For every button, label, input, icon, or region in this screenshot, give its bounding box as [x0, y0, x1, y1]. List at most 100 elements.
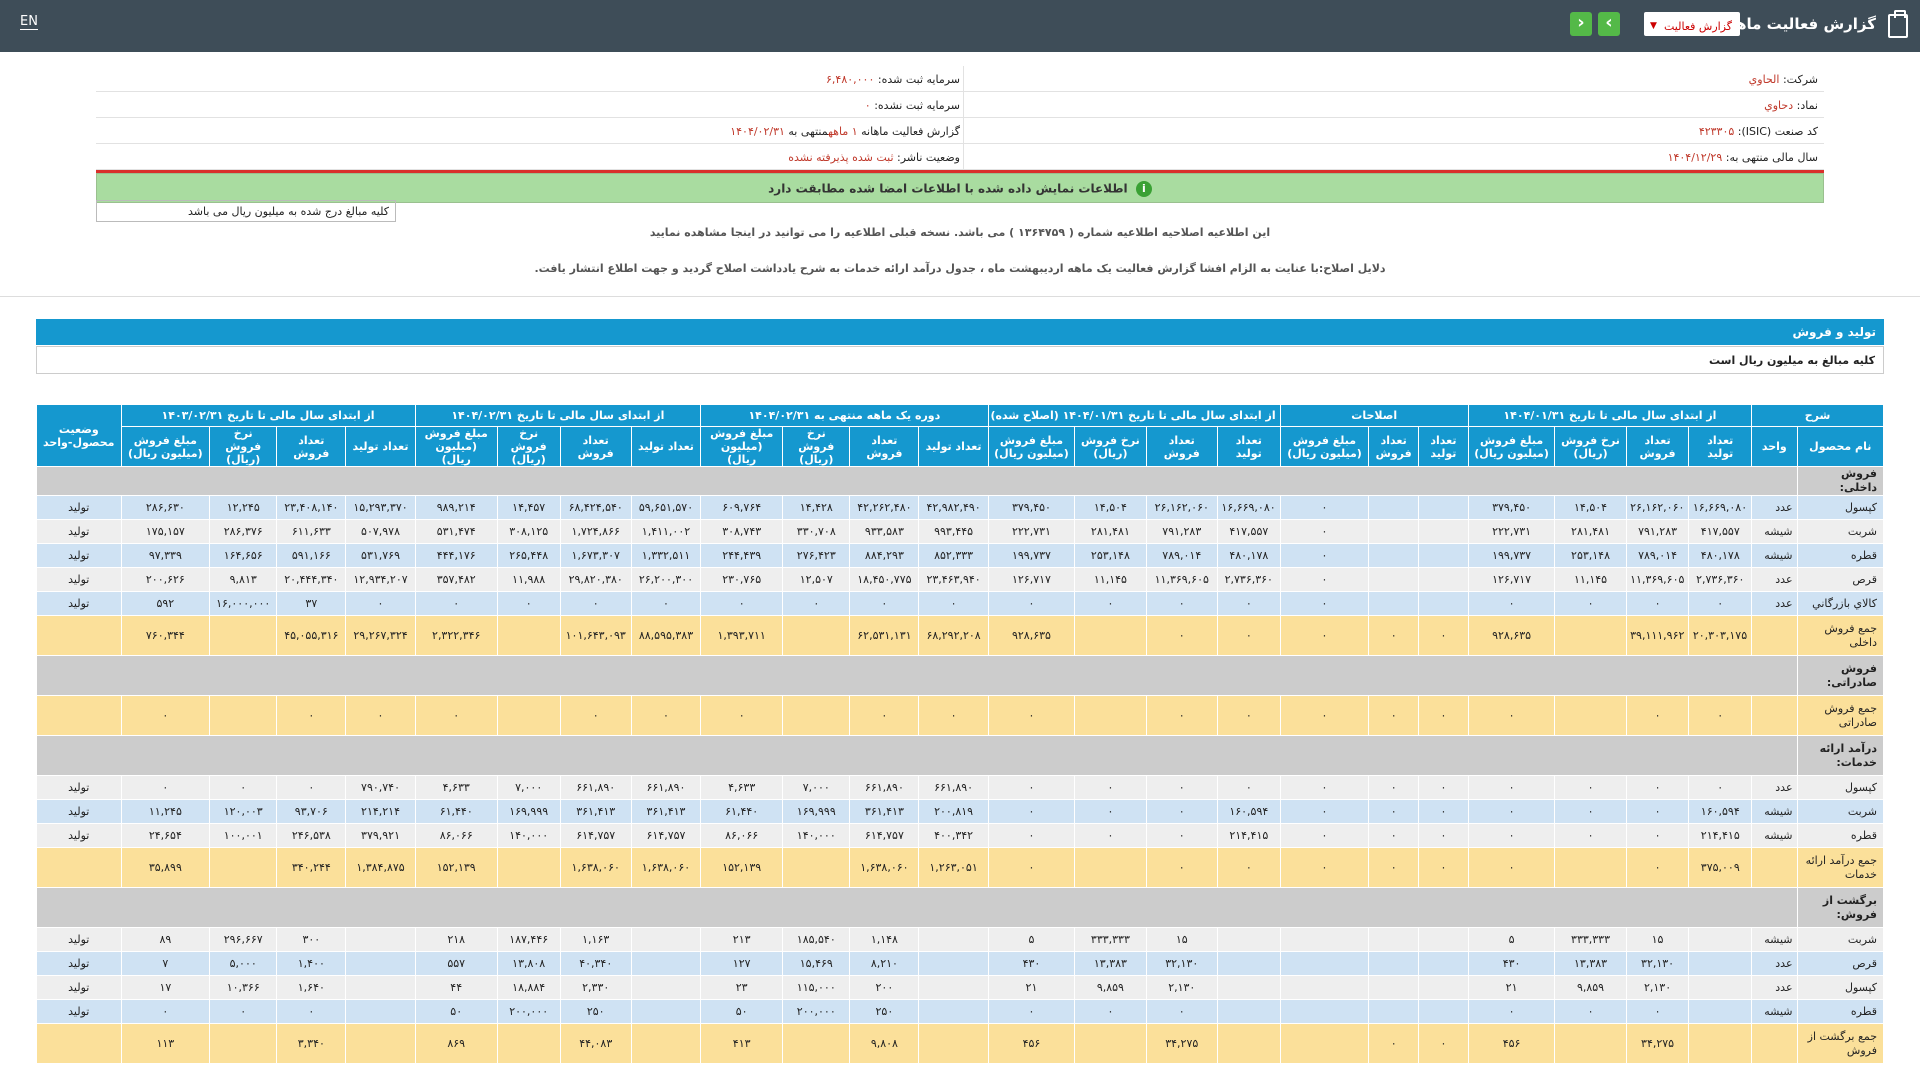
column-header: مبلغ فروش (میلیون ریال): [700, 426, 784, 467]
table-cell: ۱۸۷,۴۴۶: [496, 927, 561, 952]
table-cell: ۳۴,۲۷۵: [1625, 1023, 1690, 1064]
group-header: شرح: [1751, 404, 1884, 427]
table-cell: ۰: [345, 591, 416, 616]
table-cell: [1418, 519, 1469, 544]
publisher-status-field: وضعیت ناشر: ثبت شده پذیرفته نشده: [788, 151, 960, 164]
group-header: از ابتدای سال مالی تا تاریخ ۱۴۰۳/۰۲/۳۱: [120, 404, 416, 427]
table-cell: ۵: [1467, 927, 1556, 952]
info-icon: i: [1135, 181, 1152, 197]
report-type-label: گزارش فعالیت: [1664, 19, 1732, 33]
table-cell: ۶۶۱,۸۹۰: [559, 775, 632, 800]
table-cell: ۱۸,۴۵۰,۷۷۵: [849, 567, 920, 592]
table-cell: ۰: [276, 695, 347, 736]
table-cell: تولید: [36, 591, 122, 616]
table-cell: ۰: [1279, 519, 1370, 544]
table-cell: ۱۶,۶۶۹,۰۸۰: [1216, 495, 1281, 520]
table-cell: [1418, 567, 1469, 592]
table-cell: [1688, 999, 1753, 1024]
table-cell: ۵۳۱,۴۷۴: [414, 519, 498, 544]
table-cell: [1216, 999, 1281, 1024]
isic-field: کد صنعت (ISIC): ۴۲۳۳۰۵: [1698, 125, 1818, 138]
product-name: قطره: [1796, 823, 1884, 848]
table-cell: [918, 999, 989, 1024]
table-cell: [630, 927, 702, 952]
table-cell: ۱۷: [120, 975, 211, 1000]
table-cell: [1216, 975, 1281, 1000]
table-cell: ۱۵۲,۱۳۹: [700, 847, 784, 888]
table-cell: ۶۰۹,۷۶۴: [700, 495, 784, 520]
report-type-select[interactable]: گزارش فعالیت ▼: [1644, 12, 1740, 36]
table-cell: ۰: [1368, 799, 1420, 824]
table-cell: ۲۶,۱۶۲,۰۶۰: [1145, 495, 1218, 520]
table-cell: ۰: [849, 695, 920, 736]
table-cell: تولید: [36, 799, 122, 824]
table-cell: ۰: [276, 999, 347, 1024]
table-cell: ۰: [1688, 695, 1753, 736]
table-cell: ۰: [1279, 775, 1370, 800]
table-cell: ۰: [987, 799, 1076, 824]
table-cell: ۰: [496, 591, 561, 616]
table-cell: ۳۹,۱۱۱,۹۶۲: [1625, 615, 1690, 656]
table-cell: تولید: [36, 519, 122, 544]
table-cell: ۰: [1279, 695, 1370, 736]
page-title: گزارش فعالیت ماهانه: [1715, 15, 1876, 33]
table-cell: ۲۱۴,۲۱۴: [345, 799, 416, 824]
table-cell: ۵۹,۶۵۱,۵۷۰: [630, 495, 702, 520]
company-link[interactable]: الحاوي: [1748, 73, 1780, 86]
table-cell: ۰: [1554, 775, 1627, 800]
unit-cell: شیشه: [1751, 543, 1798, 568]
table-cell: ۲۳: [700, 975, 784, 1000]
table-cell: ۲۲۲,۷۳۱: [1467, 519, 1556, 544]
table-cell: ۶۸,۴۲۴,۵۴۰: [559, 495, 632, 520]
column-header: نرخ فروش (ریال): [782, 426, 851, 467]
table-row: قرص عدد ۲,۷۳۶,۳۶۰ ۱۱,۳۶۹,۶۰۵ ۱۱,۱۴۵ ۱۲۶,۷۱۷ ۰ ۲…: [36, 567, 1884, 592]
table-cell: [1688, 1023, 1753, 1064]
next-report-button[interactable]: ›: [1598, 12, 1620, 36]
table-row: کپسول عدد ۰ ۰ ۰ ۰ ۰ ۰ ۰ ۰ ۰ ۰ ۰ ۶۶۱,۸۹۰ ۶۶۱,۸۹۰ ۷,۰۰۰ ۴,…: [36, 775, 1884, 800]
table-cell: ۰: [1554, 999, 1627, 1024]
production-sales-table-wrapper[interactable]: شرح از ابتدای سال مالی تا تاریخ ۱۴۰۴/۰۱/…: [36, 404, 1884, 1080]
table-cell: ۷۹۱,۲۸۳: [1145, 519, 1218, 544]
table-cell: ۱۵,۴۶۹: [782, 951, 851, 976]
column-header: مبلغ فروش (میلیون ریال): [120, 426, 211, 467]
table-cell: ۲۵۰: [559, 999, 632, 1024]
table-cell: ۱,۶۷۳,۳۰۷: [559, 543, 632, 568]
table-cell: ۰: [1074, 799, 1147, 824]
table-cell: ۱۰,۳۶۶: [209, 975, 278, 1000]
table-cell: ۲۴۴,۴۳۹: [700, 543, 784, 568]
table-cell: ۳۰۰: [276, 927, 347, 952]
table-cell: ۱۶,۶۶۹,۰۸۰: [1688, 495, 1753, 520]
correction-notice[interactable]: این اطلاعیه اصلاحیه اطلاعیه شماره ( ۱۳۶۴…: [649, 226, 1271, 239]
symbol-link[interactable]: دحاوي: [1764, 99, 1794, 112]
language-switch[interactable]: EN: [20, 14, 38, 30]
table-cell: ۸۹: [120, 927, 211, 952]
column-header: نرخ فروش (ریال): [1074, 426, 1147, 467]
table-cell: ۰: [1145, 847, 1218, 888]
divider: [96, 170, 1824, 173]
table-cell: [1216, 951, 1281, 976]
total-row: جمع فروش داخلی ۲۰,۳۰۳,۱۷۵ ۳۹,۱۱۱,۹۶۲ ۹۲۸,۶۳…: [36, 615, 1884, 656]
table-cell: ۱۸۵,۵۴۰: [782, 927, 851, 952]
table-cell: ۰: [1368, 695, 1420, 736]
previous-report-button[interactable]: ‹: [1570, 12, 1592, 36]
column-header: تعداد فروش: [276, 426, 347, 467]
table-cell: ۵,۰۰۰: [209, 951, 278, 976]
table-cell: ۳۷۵,۰۰۹: [1688, 847, 1753, 888]
section-label: فروش صادراتی:: [1796, 655, 1884, 696]
table-cell: ۱,۶۳۸,۰۶۰: [630, 847, 702, 888]
table-cell: ۹,۸۵۹: [1554, 975, 1627, 1000]
table-cell: ۹۲۸,۶۳۵: [1467, 615, 1556, 656]
table-cell: ۴۰۰,۳۴۲: [918, 823, 989, 848]
table-cell: ۱۵۲,۱۳۹: [414, 847, 498, 888]
table-cell: ۱۲,۵۰۷: [782, 567, 851, 592]
table-cell: ۴,۶۳۳: [700, 775, 784, 800]
report-period-field: گزارش فعالیت ماهانه ۱ ماههمنتهی به ۱۴۰۴/…: [730, 125, 960, 138]
table-cell: ۲۰۰,۰۰۰: [782, 999, 851, 1024]
table-cell: ۶۶۱,۸۹۰: [849, 775, 920, 800]
top-bar: گزارش فعالیت ماهانه گزارش فعالیت ▼ › ‹ E…: [0, 0, 1920, 52]
table-cell: ۳۷: [276, 591, 347, 616]
table-cell: ۰: [1625, 799, 1690, 824]
table-cell: [918, 1023, 989, 1064]
table-cell: [1418, 927, 1469, 952]
table-cell: ۳۳۳,۳۳۳: [1554, 927, 1627, 952]
